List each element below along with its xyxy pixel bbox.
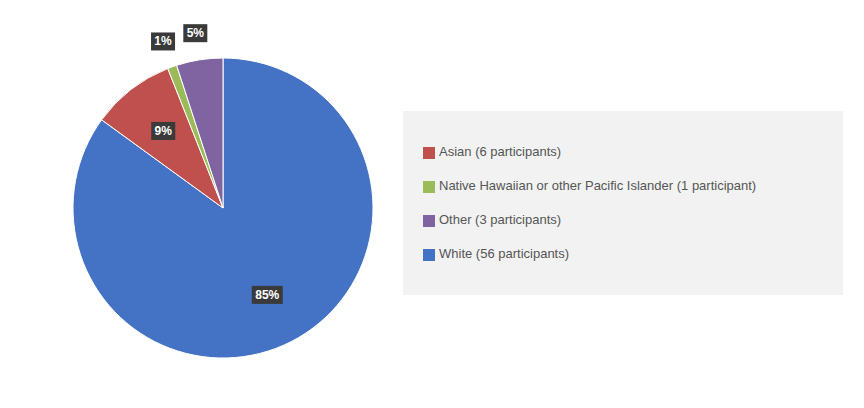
svg-text:85%: 85% [255,288,279,302]
html-text:Native Hawaiian or other Pacif: Native Hawaiian or other Pacific Islande… [439,178,757,193]
html-text:White (56 participants): White (56 participants) [439,246,570,261]
svg-text:1%: 1% [154,34,172,48]
html-text:Asian (6 participants): Asian (6 participants) [439,144,562,159]
html-text:Other (3 participants): Other (3 participants) [439,212,562,227]
svg-text:9%: 9% [155,124,173,138]
svg-text:5%: 5% [187,26,205,40]
